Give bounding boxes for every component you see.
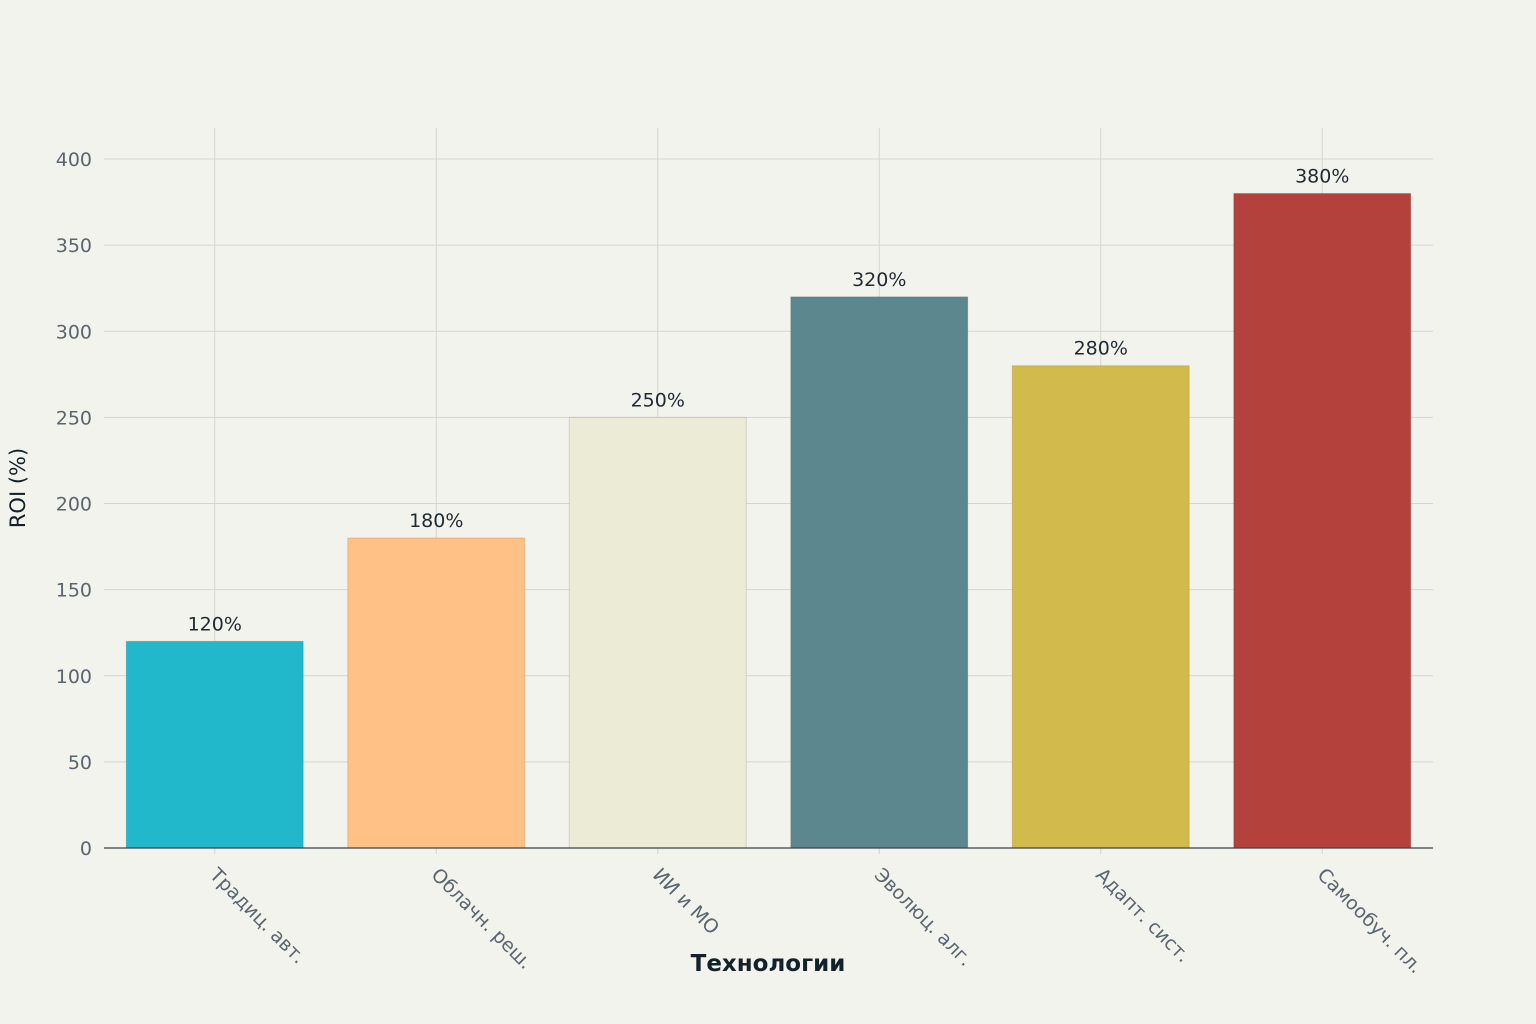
y-tick-label: 0 xyxy=(80,838,92,860)
data-label: 280% xyxy=(1074,338,1128,360)
y-tick-label: 300 xyxy=(56,321,92,343)
bar xyxy=(568,416,747,849)
bar xyxy=(1011,365,1190,849)
bar xyxy=(1233,192,1412,849)
bar xyxy=(347,537,526,849)
y-tick-labels: 0 50 100 150 200 250 300 350 400 xyxy=(56,149,92,860)
data-label: 120% xyxy=(188,613,242,635)
data-label: 250% xyxy=(631,389,685,411)
y-tick-label: 150 xyxy=(56,580,92,602)
x-tick-label: Традиц. авт. xyxy=(205,863,310,968)
y-tick-label: 100 xyxy=(56,666,92,688)
y-tick-label: 350 xyxy=(56,235,92,257)
y-tick-label: 50 xyxy=(68,752,92,774)
data-label: 180% xyxy=(409,510,463,532)
y-tick-label: 200 xyxy=(56,494,92,516)
data-labels: 120% 180% 250% 320% 280% 380% xyxy=(188,165,1350,635)
x-tick-label: ИИ и МО xyxy=(648,864,723,939)
x-tick-label: Облачн. реш. xyxy=(427,864,537,974)
x-tick-label: Самообуч. пл. xyxy=(1313,864,1427,978)
bars xyxy=(125,192,1412,849)
data-label: 380% xyxy=(1295,165,1349,187)
x-tick-label: Адапт. сист. xyxy=(1091,864,1194,967)
y-axis-title: ROI (%) xyxy=(6,448,30,528)
bar xyxy=(125,640,304,849)
data-label: 320% xyxy=(852,269,906,291)
y-tick-label: 400 xyxy=(56,149,92,171)
x-axis-title: Технологии xyxy=(691,951,846,977)
y-tick-label: 250 xyxy=(56,407,92,429)
bar xyxy=(790,296,969,849)
x-tick-label: Эволюц. алг. xyxy=(870,864,977,971)
